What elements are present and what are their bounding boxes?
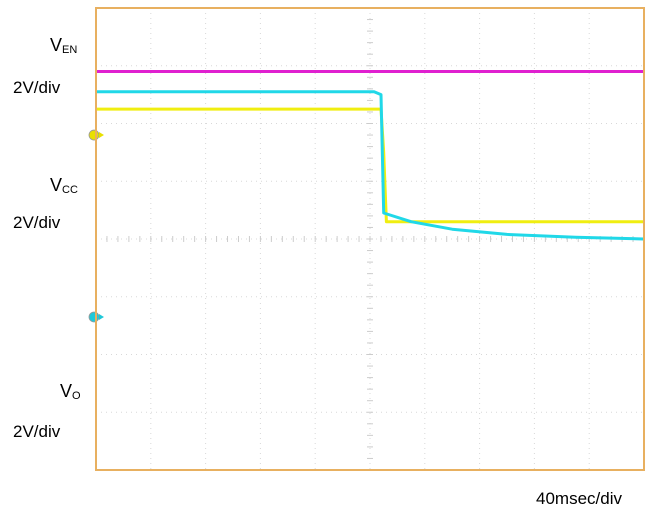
ven-label: VEN [50,36,77,56]
ven-label-main: V [50,35,63,55]
vo-scale-label: 2V/div [13,422,61,441]
ground-marker-vo [88,311,100,323]
vcc-label-sub: CC [62,184,78,196]
ground-marker-vcc [88,129,100,141]
vo-label-main: V [60,381,73,401]
vo-label-sub: O [72,390,81,402]
vcc-label: VCC [50,176,78,196]
vcc-scale-label: 2V/div [13,213,61,232]
plot-frame [95,7,645,471]
ven-label-sub: EN [62,44,78,56]
ground-marker-arrow-vcc [99,132,104,139]
ground-marker-arrow-vo [99,313,104,320]
plot-traces [96,70,645,241]
vo-label: VO [60,382,81,402]
vcc-label-main: V [50,175,63,195]
time-scale-label: 40msec/div [536,489,622,508]
trace-vo [96,90,645,241]
ven-scale-label: 2V/div [13,78,61,97]
